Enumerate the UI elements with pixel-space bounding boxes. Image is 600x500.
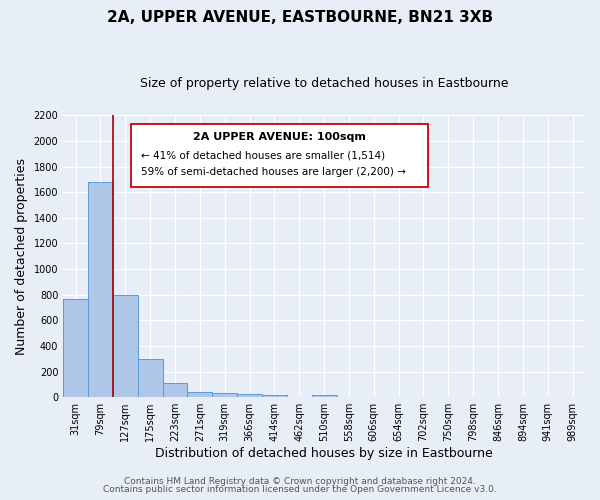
Bar: [212, 394, 237, 397]
Bar: [63, 298, 88, 397]
Bar: [163, 383, 187, 397]
Text: 59% of semi-detached houses are larger (2,200) →: 59% of semi-detached houses are larger (…: [142, 168, 406, 177]
Bar: [262, 394, 287, 397]
Y-axis label: Number of detached properties: Number of detached properties: [15, 158, 28, 354]
Text: 2A UPPER AVENUE: 100sqm: 2A UPPER AVENUE: 100sqm: [193, 132, 366, 142]
Title: Size of property relative to detached houses in Eastbourne: Size of property relative to detached ho…: [140, 78, 508, 90]
X-axis label: Distribution of detached houses by size in Eastbourne: Distribution of detached houses by size …: [155, 447, 493, 460]
Bar: [113, 294, 138, 397]
Bar: [138, 360, 163, 397]
Text: 2A, UPPER AVENUE, EASTBOURNE, BN21 3XB: 2A, UPPER AVENUE, EASTBOURNE, BN21 3XB: [107, 10, 493, 25]
Bar: [237, 394, 262, 397]
Text: Contains public sector information licensed under the Open Government Licence v3: Contains public sector information licen…: [103, 484, 497, 494]
FancyBboxPatch shape: [131, 124, 428, 187]
Text: Contains HM Land Registry data © Crown copyright and database right 2024.: Contains HM Land Registry data © Crown c…: [124, 477, 476, 486]
Bar: [88, 182, 113, 397]
Bar: [311, 394, 337, 397]
Text: ← 41% of detached houses are smaller (1,514): ← 41% of detached houses are smaller (1,…: [142, 150, 386, 160]
Bar: [187, 392, 212, 397]
